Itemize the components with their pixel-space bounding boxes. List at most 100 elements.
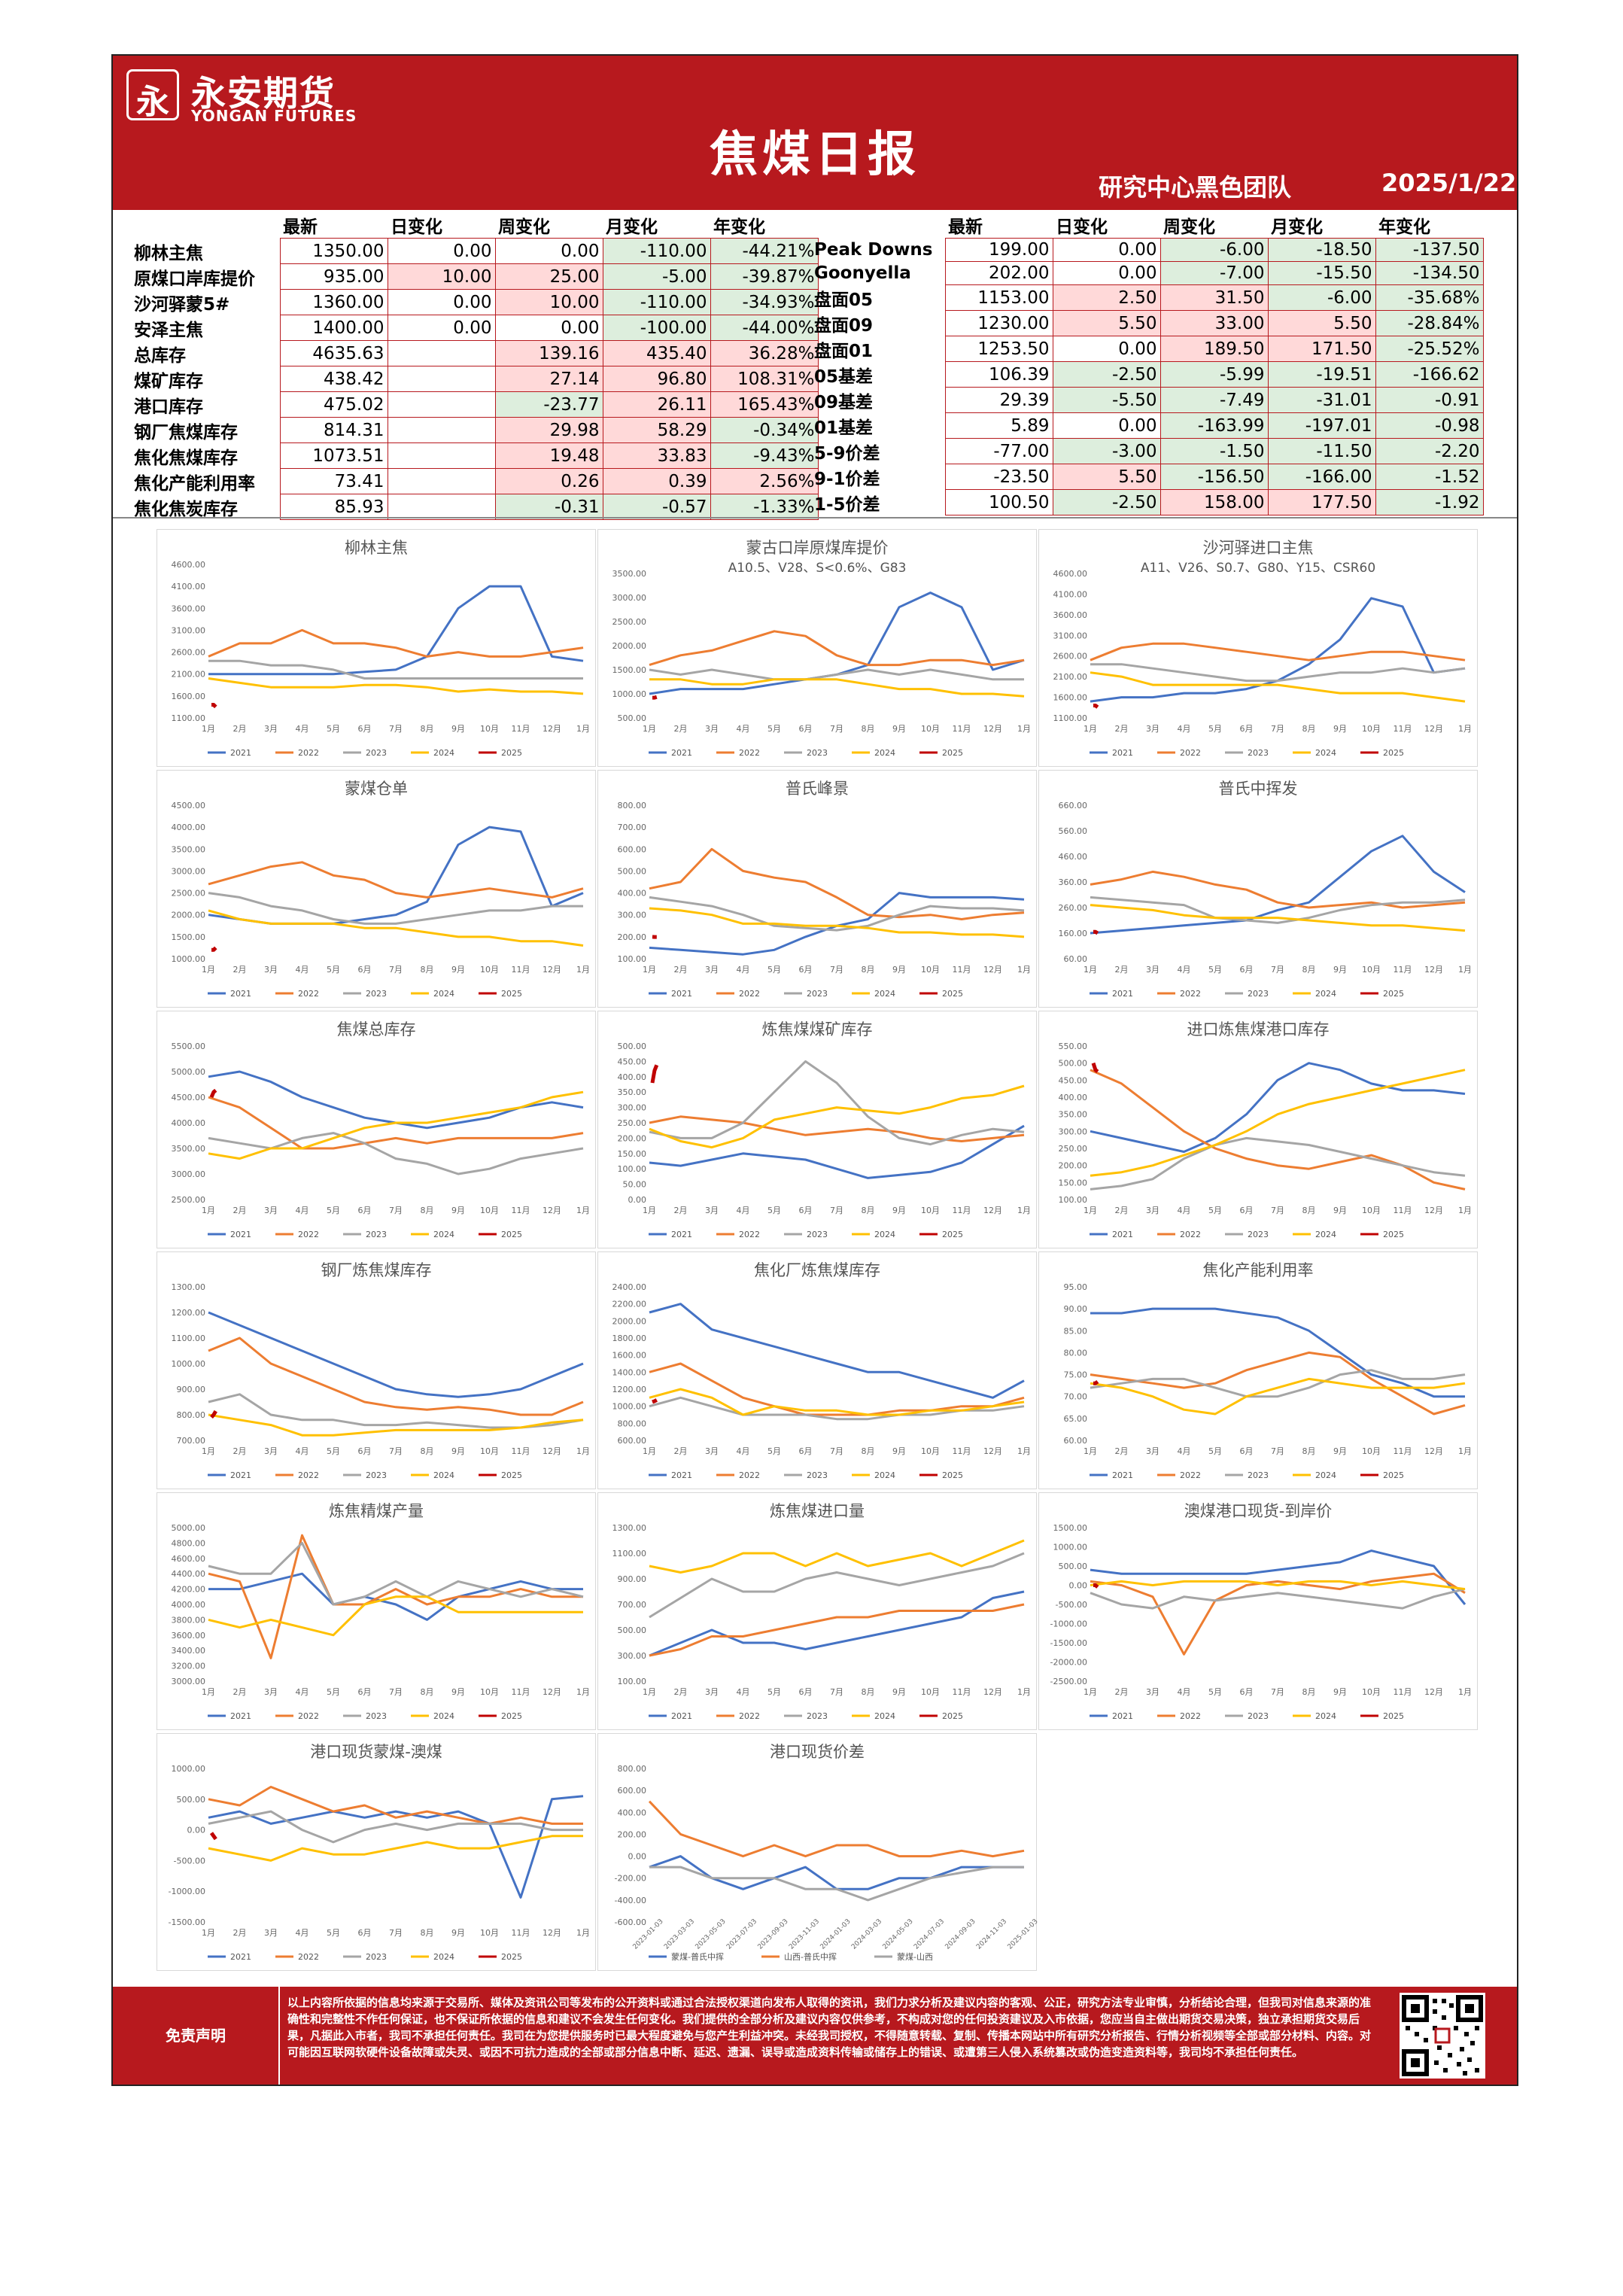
legend-label: 蒙煤-山西 (897, 1952, 933, 1962)
table-row: 港口库存 475.02 -23.77 26.11 165.43% (131, 391, 819, 418)
row-label: 9-1价差 (814, 469, 880, 489)
x-tick-label: 1月 (1458, 724, 1472, 734)
legend-label: 2025 (1383, 1230, 1404, 1239)
cell-latest: 100.50 (944, 489, 1053, 515)
cell-month: 96.80 (602, 366, 711, 392)
legend-label: 2022 (739, 1711, 760, 1721)
y-tick-label: -500.00 (1056, 1600, 1087, 1610)
y-tick-label: -500.00 (174, 1856, 205, 1866)
x-tick-label: 1月 (202, 1446, 215, 1456)
legend-label: 2022 (298, 1711, 319, 1721)
series-line-2021 (208, 585, 584, 676)
x-tick-label: 1月 (1458, 965, 1472, 975)
x-tick-label: 7月 (830, 1687, 843, 1697)
series-line-2024 (208, 1090, 584, 1160)
y-tick-label: 3000.00 (172, 1169, 206, 1179)
cell-month: -5.00 (602, 263, 711, 290)
x-tick-label: 10月 (480, 1687, 499, 1697)
y-tick-label: 560.00 (1059, 826, 1088, 836)
cell-week: 19.48 (494, 442, 603, 469)
x-tick-label: 12月 (543, 1446, 561, 1456)
series-line-2024 (649, 1539, 1025, 1574)
series-line-2022 (208, 1096, 584, 1150)
x-tick-label: 11月 (1394, 1687, 1412, 1697)
y-tick-label: 160.00 (1059, 929, 1088, 938)
cell-latest: 935.00 (279, 263, 388, 290)
series-line-2024 (208, 1413, 584, 1437)
x-tick-label: 8月 (1302, 1206, 1316, 1215)
y-tick-label: 2600.00 (1053, 652, 1088, 661)
series-line-2021 (649, 1303, 1025, 1399)
cell-month: -18.50 (1267, 238, 1376, 262)
series-line-2021 (649, 1124, 1025, 1179)
x-tick-label: 4月 (296, 1687, 309, 1697)
x-tick-label: 1月 (1084, 965, 1097, 975)
chart-subtitle: A11、V26、S0.7、G80、Y15、CSR60 (1140, 561, 1376, 576)
report-frame (111, 54, 1518, 2086)
y-tick-label: 400.00 (1059, 1093, 1088, 1102)
chart-panel: 普氏峰景 800.00 700.00 600.00 500.00 400.00 300.00… (597, 770, 1037, 1008)
x-tick-label: 10月 (1362, 965, 1381, 975)
y-tick-label: 200.00 (618, 1133, 647, 1143)
series-line-2022 (208, 861, 584, 899)
cell-latest: 4635.63 (279, 340, 388, 366)
cell-latest: 1153.00 (944, 284, 1053, 311)
legend-label: 2022 (1180, 1230, 1201, 1239)
x-tick-label: 5月 (327, 1206, 340, 1215)
y-tick-label: 500.00 (1059, 1059, 1088, 1069)
qr-code-icon[interactable] (1400, 1993, 1485, 2079)
legend-label: 2023 (1248, 748, 1269, 758)
chart-svg: 1300.00 1200.00 1100.00 1000.00 900.00 800.00… (172, 1282, 591, 1480)
legend-label: 2024 (433, 1230, 454, 1239)
chart-subtitle: A10.5、V28、S<0.6%、G83 (728, 561, 907, 576)
cell-month: 26.11 (602, 391, 711, 418)
x-tick-label: 12月 (543, 1687, 561, 1697)
cell-day: 0.00 (387, 238, 496, 264)
y-tick-label: 3500.00 (172, 844, 206, 854)
series-line-2022 (1090, 642, 1466, 661)
x-tick-label: 6月 (358, 1206, 372, 1215)
cell-day: 10.00 (387, 263, 496, 290)
x-tick-label: 6月 (358, 1928, 372, 1938)
cell-day: 5.50 (1052, 310, 1161, 336)
row-label: 港口库存 (134, 397, 203, 417)
x-tick-label: 10月 (921, 1687, 940, 1697)
y-tick-label: 700.00 (177, 1436, 206, 1446)
cell-latest: 1350.00 (279, 238, 388, 264)
table-row: 煤矿库存 438.42 27.14 96.80 108.31% (131, 366, 819, 392)
chart-panel: 焦化产能利用率 95.00 90.00 85.00 80.00 75.00 70.00 65.… (1038, 1251, 1478, 1489)
y-tick-label: 660.00 (1059, 801, 1088, 810)
legend-label: 2023 (807, 1230, 828, 1239)
legend-label: 2023 (1248, 1230, 1269, 1239)
cell-day: -2.50 (1052, 361, 1161, 388)
cell-day: 0.00 (387, 315, 496, 341)
series-line-2023 (208, 659, 583, 680)
cell-month: -6.00 (1267, 284, 1376, 311)
x-tick-label: 5月 (767, 965, 781, 975)
x-tick-label: 2月 (1115, 1206, 1129, 1215)
x-tick-label: 9月 (892, 965, 906, 975)
row-label: 安泽主焦 (134, 320, 203, 340)
x-tick-label: 1月 (643, 1687, 656, 1697)
chart-title: 炼焦煤进口量 (770, 1502, 865, 1520)
cell-day (387, 494, 496, 520)
x-tick-label: 4月 (296, 724, 309, 734)
y-tick-label: 4500.00 (172, 801, 206, 810)
chart-panel: 炼焦精煤产量 5000.00 4800.00 4600.00 4400.00 4200.0… (157, 1492, 596, 1730)
legend-label: 2021 (1112, 989, 1133, 999)
x-tick-label: 6月 (799, 1446, 813, 1456)
legend-label: 2021 (671, 748, 692, 758)
x-tick-label: 1月 (576, 724, 590, 734)
y-tick-label: 2200.00 (612, 1300, 647, 1309)
legend-label: 2022 (739, 1470, 760, 1480)
chart-title: 进口炼焦煤港口库存 (1187, 1020, 1330, 1039)
y-tick-label: 1100.00 (172, 713, 206, 723)
chart-svg: 5500.00 5000.00 4500.00 4000.00 3500.00 3000.… (172, 1042, 591, 1239)
x-tick-label: 1月 (576, 1206, 590, 1215)
series-line-2022 (649, 630, 1025, 667)
x-tick-label: 1月 (202, 1928, 215, 1938)
y-tick-label: 500.00 (618, 866, 647, 876)
chart-title: 炼焦精煤产量 (329, 1502, 424, 1520)
series-line-2022 (649, 1362, 1025, 1416)
x-tick-label: 2024-03-03 (850, 1918, 883, 1951)
